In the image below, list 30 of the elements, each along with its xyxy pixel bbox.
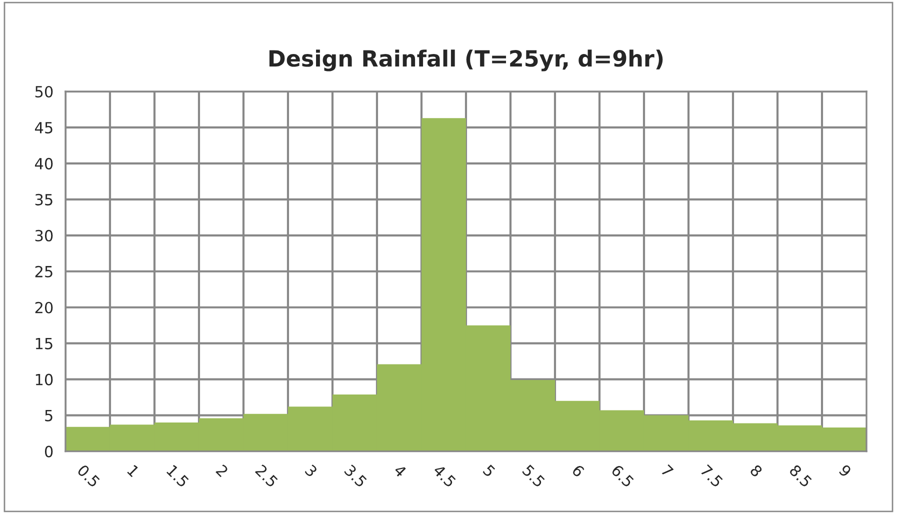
x-tick-label: 4 bbox=[393, 464, 407, 478]
x-tick-label: 3 bbox=[304, 464, 318, 478]
x-tick-label: 0.5 bbox=[76, 464, 100, 488]
x-tick-label: 8 bbox=[749, 464, 763, 478]
x-tick-label: 4.5 bbox=[432, 464, 456, 488]
x-tick-label: 2 bbox=[216, 464, 229, 478]
x-tick-label: 7 bbox=[660, 464, 674, 478]
x-tick-label: 1 bbox=[127, 464, 140, 478]
x-tick-label: 2.5 bbox=[254, 464, 278, 488]
y-tick-label: 10 bbox=[36, 374, 53, 386]
y-tick-label: 50 bbox=[35, 86, 53, 98]
x-tick-label: 5 bbox=[482, 464, 496, 478]
x-tick-label: 1.5 bbox=[166, 464, 190, 488]
chart-title: Design Rainfall (T=25yr, d=9hr) bbox=[269, 50, 663, 72]
x-tick-label: 7.5 bbox=[700, 464, 724, 488]
y-tick-label: 20 bbox=[35, 302, 53, 314]
y-tick-label: 40 bbox=[34, 158, 53, 170]
x-tick-label: 6.5 bbox=[610, 464, 634, 488]
y-tick-label: 30 bbox=[35, 230, 53, 242]
x-tick-label: 5.5 bbox=[522, 464, 546, 488]
x-tick-label: 8.5 bbox=[788, 464, 812, 488]
y-tick-label: 25 bbox=[35, 266, 52, 278]
x-tick-label: 6 bbox=[571, 464, 586, 478]
y-tick-label: 0 bbox=[44, 446, 53, 458]
x-tick-label: 9 bbox=[838, 464, 852, 478]
y-tick-label: 15 bbox=[36, 338, 52, 350]
y-tick-label: 45 bbox=[34, 122, 52, 134]
y-tick-label: 35 bbox=[35, 194, 52, 206]
x-tick-label: 3.5 bbox=[344, 464, 368, 488]
y-tick-label: 5 bbox=[45, 410, 52, 422]
